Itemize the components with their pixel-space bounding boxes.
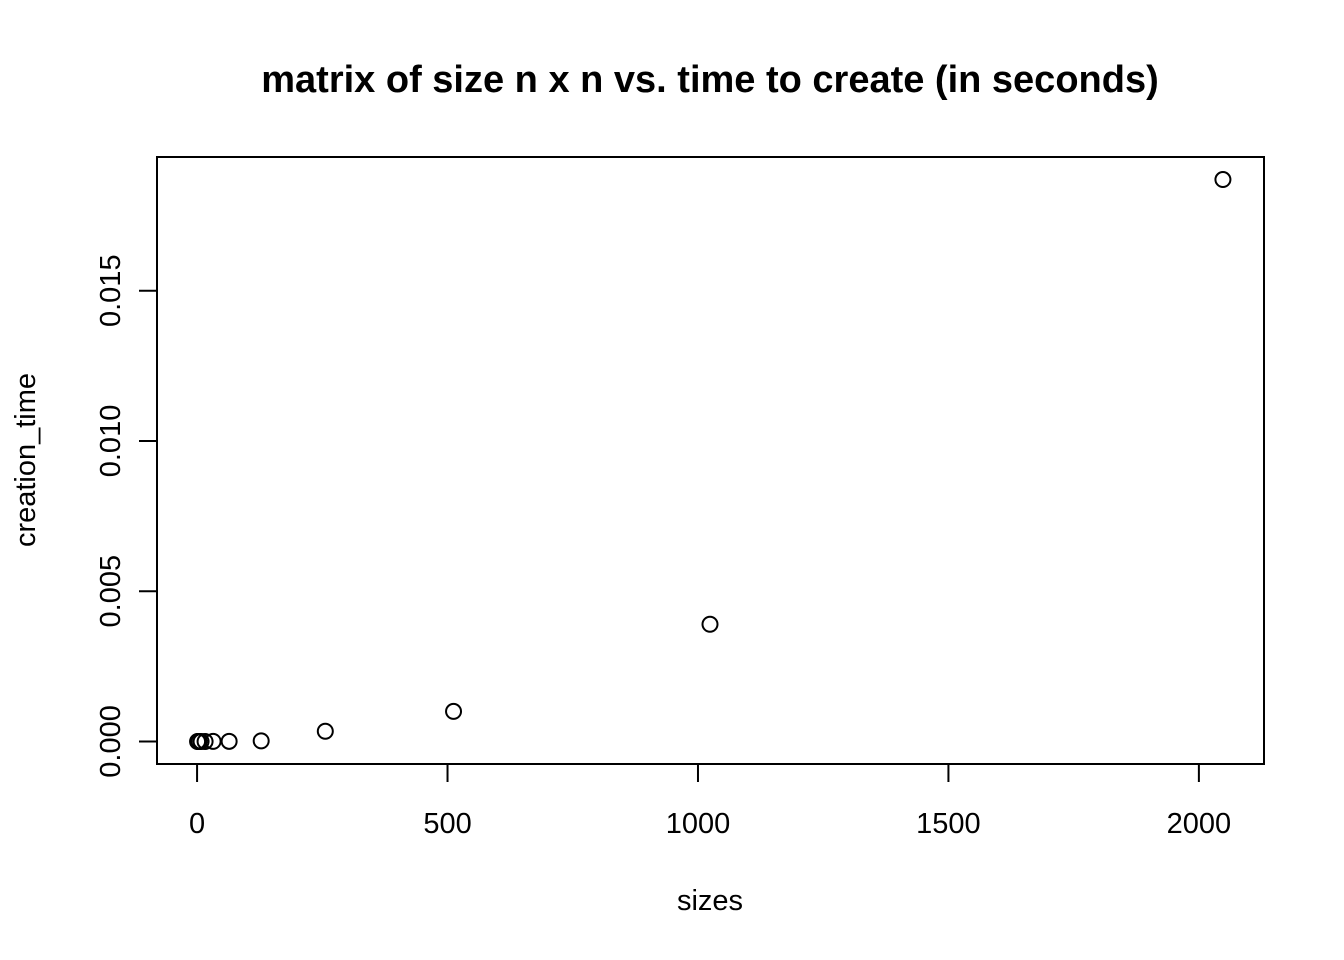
data-point <box>316 722 334 740</box>
data-point <box>204 732 222 750</box>
x-axis: 0 500 1000 1500 2000 <box>189 763 1232 840</box>
x-axis-label: sizes <box>677 885 743 917</box>
plot-frame <box>156 156 1265 765</box>
data-point <box>701 615 719 633</box>
chart-title: matrix of size n x n vs. time to create … <box>261 59 1159 101</box>
x-tick-label: 500 <box>423 808 471 840</box>
x-tick-label: 1500 <box>916 808 981 840</box>
y-tick-label: 0.000 <box>95 705 127 778</box>
data-point <box>1214 171 1232 189</box>
y-tick-label: 0.005 <box>95 555 127 628</box>
data-point <box>192 732 210 750</box>
data-points <box>189 171 1232 750</box>
data-point <box>220 732 238 750</box>
y-axis-label: creation_time <box>10 373 42 547</box>
y-axis: 0.000 0.005 0.010 0.015 <box>95 254 158 778</box>
data-point <box>445 702 463 720</box>
y-tick-label: 0.015 <box>95 254 127 327</box>
x-tick-label: 0 <box>189 808 205 840</box>
data-point <box>252 732 270 750</box>
x-tick-label: 1000 <box>666 808 731 840</box>
x-tick-label: 2000 <box>1167 808 1232 840</box>
data-point <box>196 732 214 750</box>
y-tick-label: 0.010 <box>95 405 127 478</box>
